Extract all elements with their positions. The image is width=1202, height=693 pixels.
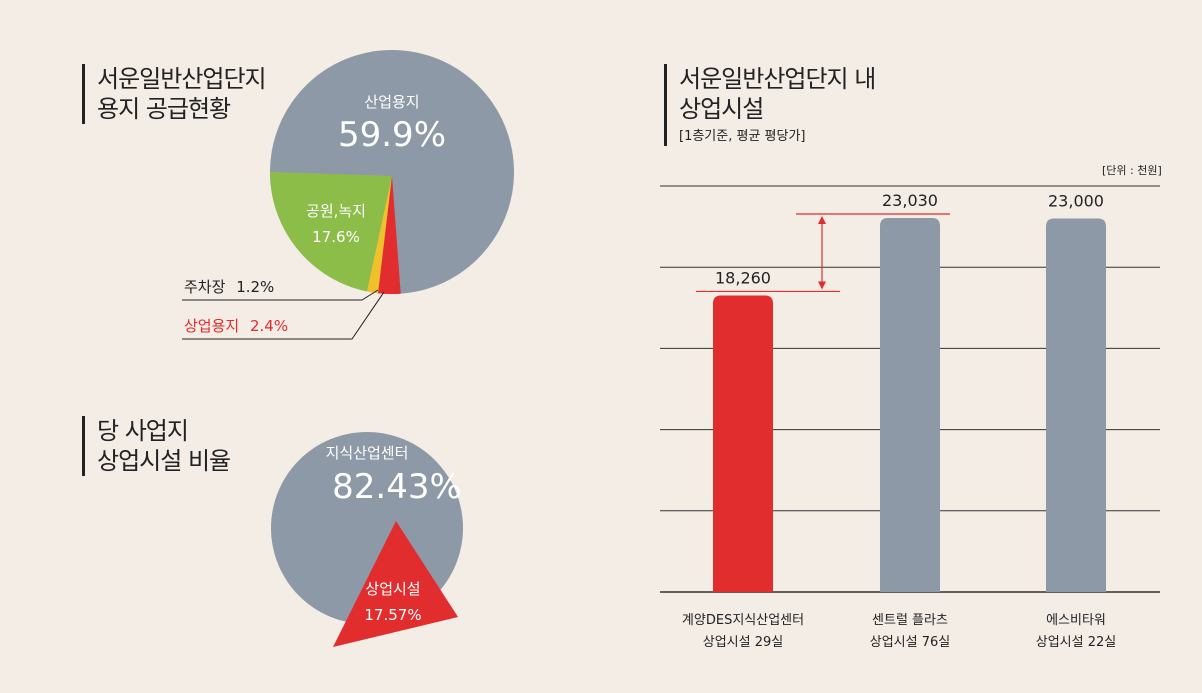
bar-category-label-2-line2: 상업시설 22실	[1036, 635, 1116, 650]
bar-0	[713, 295, 773, 592]
bar-value-labels: 18,260 23,030 23,000	[715, 191, 1104, 287]
price-compare-title-line1: 서운일반산업단지 내	[679, 65, 876, 93]
facility-ratio-title-line2: 상업시설 비율	[97, 447, 231, 475]
land-supply-title-line1: 서운일반산업단지	[97, 65, 267, 93]
bar-value-label-1: 23,030	[882, 191, 938, 210]
facility-ratio-title: 당 사업지 상업시설 비율	[82, 416, 231, 476]
bar-series	[713, 217, 1106, 593]
bar-value-label-2: 23,000	[1048, 191, 1104, 210]
facility-ratio-title-line1: 당 사업지	[97, 417, 189, 445]
bar-value-label-0: 18,260	[715, 268, 771, 287]
bar-category-label-1-line1: 센트럴 플라츠	[872, 613, 948, 628]
bar-category-label-0-line2: 상업시설 29실	[703, 635, 783, 650]
bar-1	[880, 217, 940, 592]
price-compare-title-line2: 상업시설	[679, 95, 764, 123]
bar-category-label-1-line2: 상업시설 76실	[870, 635, 950, 650]
price-difference-indicator	[696, 213, 950, 293]
price-compare-title: 서운일반산업단지 내 상업시설 [1층기준, 평균 평당가]	[664, 64, 876, 146]
bar-2	[1046, 218, 1106, 593]
diff-arrow-down	[818, 281, 826, 290]
bar-category-label-0-line1: 계양DES지식산업센터	[682, 613, 804, 628]
price-compare-subtitle: [1층기준, 평균 평당가]	[679, 129, 806, 144]
unit-label: [단위 : 천원]	[1102, 164, 1162, 177]
land-supply-title: 서운일반산업단지 용지 공급현황	[82, 64, 267, 124]
land-supply-title-line2: 용지 공급현황	[97, 95, 231, 123]
bar-category-label-2-line1: 에스비타워	[1046, 613, 1106, 628]
diff-arrow-up	[818, 215, 826, 224]
